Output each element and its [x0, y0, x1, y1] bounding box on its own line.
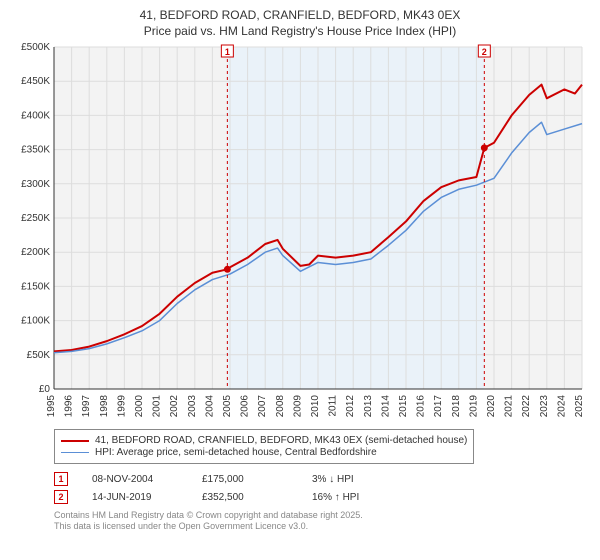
svg-text:£200K: £200K [21, 247, 50, 258]
legend-swatch [61, 436, 89, 446]
chart-svg: £0 £50K £100K £150K £200K £250K £300K £350K £400… [10, 43, 590, 423]
legend-label: 41, BEDFORD ROAD, CRANFIELD, BEDFORD, MK… [95, 435, 467, 446]
svg-text:2005: 2005 [222, 395, 233, 418]
credit-text: Contains HM Land Registry data © Crown c… [54, 510, 590, 532]
event-marker: 2 [54, 490, 68, 504]
svg-text:2010: 2010 [310, 395, 321, 418]
svg-text:2002: 2002 [169, 395, 180, 418]
event-row: 2 14-JUN-2019£352,50016% ↑ HPI [54, 490, 590, 504]
svg-text:1: 1 [225, 47, 230, 57]
legend-swatch [61, 448, 89, 458]
credit-line-2: This data is licensed under the Open Gov… [54, 521, 308, 531]
event-price: £352,500 [202, 492, 312, 503]
svg-text:2024: 2024 [556, 395, 567, 418]
svg-text:2007: 2007 [257, 395, 268, 418]
svg-text:£50K: £50K [27, 350, 51, 361]
event-row: 1 08-NOV-2004£175,0003% ↓ HPI [54, 472, 590, 486]
credit-line-1: Contains HM Land Registry data © Crown c… [54, 510, 363, 520]
svg-text:2003: 2003 [187, 395, 198, 418]
svg-text:2016: 2016 [416, 395, 427, 418]
svg-text:2021: 2021 [504, 395, 515, 418]
svg-text:2013: 2013 [363, 395, 374, 418]
svg-text:£250K: £250K [21, 213, 50, 224]
svg-text:£100K: £100K [21, 316, 50, 327]
legend: 41, BEDFORD ROAD, CRANFIELD, BEDFORD, MK… [54, 429, 474, 464]
svg-text:1999: 1999 [116, 395, 127, 418]
svg-text:2012: 2012 [345, 395, 356, 418]
svg-text:2001: 2001 [152, 395, 163, 418]
svg-text:£150K: £150K [21, 282, 50, 293]
event-marker: 1 [54, 472, 68, 486]
svg-text:2004: 2004 [204, 395, 215, 418]
svg-text:2025: 2025 [574, 395, 585, 418]
svg-text:£400K: £400K [21, 111, 50, 122]
svg-text:2015: 2015 [398, 395, 409, 418]
event-date: 14-JUN-2019 [92, 492, 202, 503]
svg-text:2017: 2017 [433, 395, 444, 418]
svg-text:2020: 2020 [486, 395, 497, 418]
legend-item: HPI: Average price, semi-detached house,… [61, 447, 467, 458]
svg-text:£350K: £350K [21, 145, 50, 156]
event-date: 08-NOV-2004 [92, 474, 202, 485]
event-price: £175,000 [202, 474, 312, 485]
svg-text:2011: 2011 [328, 395, 339, 417]
svg-text:2022: 2022 [521, 395, 532, 418]
chart-title: 41, BEDFORD ROAD, CRANFIELD, BEDFORD, MK… [10, 8, 590, 24]
chart-subtitle: Price paid vs. HM Land Registry's House … [10, 24, 590, 40]
svg-text:1996: 1996 [64, 395, 75, 418]
svg-text:£500K: £500K [21, 43, 50, 53]
svg-text:1998: 1998 [99, 395, 110, 418]
svg-text:2014: 2014 [380, 395, 391, 418]
svg-text:2008: 2008 [275, 395, 286, 418]
svg-text:2018: 2018 [451, 395, 462, 418]
chart-area: £0 £50K £100K £150K £200K £250K £300K £350K £400… [10, 43, 590, 423]
svg-text:1997: 1997 [81, 395, 92, 418]
svg-text:£0: £0 [39, 384, 51, 395]
legend-item: 41, BEDFORD ROAD, CRANFIELD, BEDFORD, MK… [61, 435, 467, 446]
svg-text:2: 2 [482, 47, 487, 57]
svg-text:2009: 2009 [292, 395, 303, 418]
svg-text:2023: 2023 [539, 395, 550, 418]
svg-text:£450K: £450K [21, 76, 50, 87]
svg-text:2019: 2019 [468, 395, 479, 418]
svg-text:2006: 2006 [240, 395, 251, 418]
events-table: 1 08-NOV-2004£175,0003% ↓ HPI 2 14-JUN-2019… [54, 472, 590, 504]
svg-text:1995: 1995 [46, 395, 57, 418]
svg-text:2000: 2000 [134, 395, 145, 418]
svg-text:£300K: £300K [21, 179, 50, 190]
event-pct: 16% ↑ HPI [312, 492, 402, 503]
legend-label: HPI: Average price, semi-detached house,… [95, 447, 377, 458]
event-pct: 3% ↓ HPI [312, 474, 402, 485]
